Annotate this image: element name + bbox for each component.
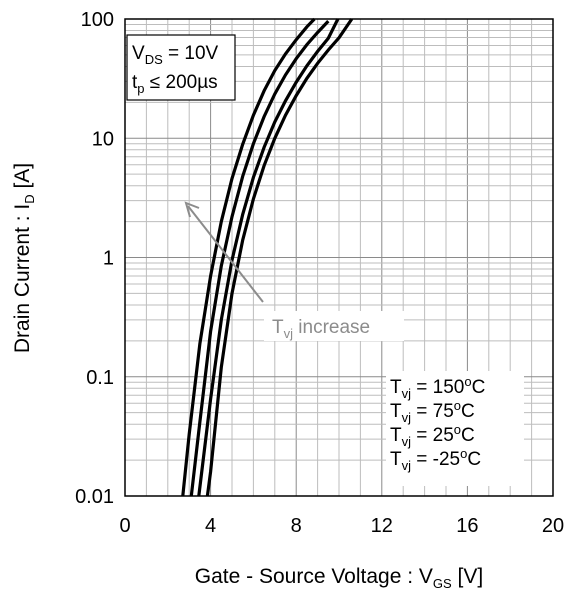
series-line-3 [205, 18, 354, 497]
tvj-increase-annotation: Tvj increase [184, 201, 404, 341]
y-tick-labels: 0.01 0.1 1 10 100 [75, 9, 114, 508]
arrow-head-icon [184, 201, 200, 218]
series-line-0 [181, 17, 316, 497]
y-axis-title: Drain Current : ID [A] [11, 163, 37, 353]
legend-entry: Tvj = 150oC [390, 374, 485, 401]
x-tick-label: 4 [205, 515, 216, 537]
x-tick-label: 20 [542, 515, 564, 537]
curves [181, 17, 354, 497]
arrow-shaft [187, 205, 264, 303]
tp-condition: tp ≤ 200µs [132, 72, 218, 96]
series-line-1 [189, 20, 330, 497]
vds-condition: VDS = 10V [132, 43, 219, 67]
y-tick-label: 10 [92, 128, 114, 150]
x-tick-label: 0 [119, 515, 130, 537]
legend-entry: Tvj = 25oC [390, 422, 475, 449]
y-tick-label: 1 [103, 248, 114, 270]
y-tick-label: 0.1 [86, 367, 114, 389]
conditions-box: VDS = 10V tp ≤ 200µs [126, 34, 236, 101]
y-tick-label: 0.01 [75, 486, 114, 508]
x-axis-title: Gate - Source Voltage : VGS [V] [195, 565, 483, 591]
plot-frame [124, 18, 554, 497]
legend-entry: Tvj = 75oC [390, 398, 475, 425]
tvj-increase-label: Tvj increase [272, 317, 370, 341]
x-tick-label: 8 [291, 515, 302, 537]
x-tick-labels: 0 4 8 12 16 20 [119, 515, 564, 537]
legend-entry: Tvj = -25oC [390, 446, 481, 473]
x-tick-label: 12 [371, 515, 393, 537]
y-tick-label: 100 [81, 9, 114, 31]
series-line-2 [197, 18, 340, 497]
x-tick-label: 16 [456, 515, 478, 537]
